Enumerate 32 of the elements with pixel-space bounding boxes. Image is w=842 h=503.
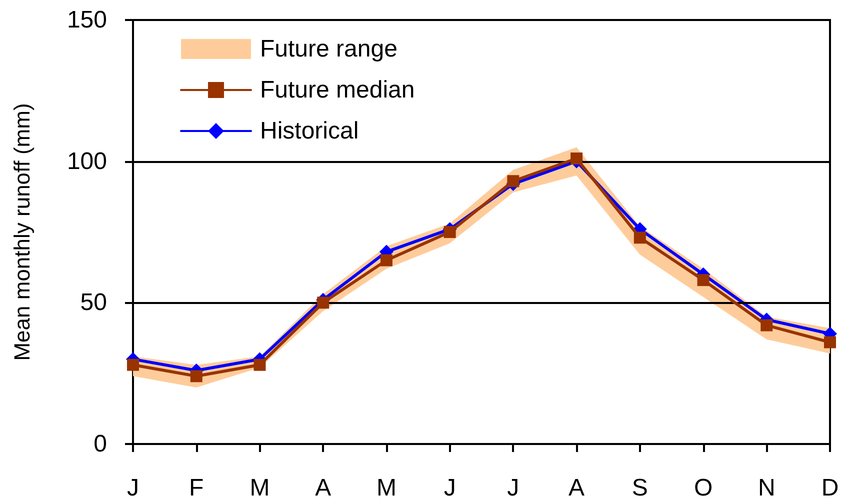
y-axis-title: Mean monthly runoff (mm) (10, 103, 34, 361)
x-tick-label: D (821, 474, 839, 502)
point (824, 336, 836, 348)
y-tick-label: 0 (94, 430, 107, 458)
x-tick-label: J (127, 474, 139, 502)
x-tick-label: F (189, 474, 204, 502)
point (444, 226, 456, 238)
point (127, 358, 139, 371)
point (507, 175, 520, 188)
y-tick-label: 50 (80, 289, 107, 316)
point (254, 358, 266, 371)
x-tick-label: J (507, 474, 520, 502)
x-tick-label: A (568, 474, 585, 502)
x-tick-label: S (632, 474, 648, 502)
legend-label: Historical (260, 118, 359, 144)
point (634, 232, 646, 244)
legend-label: Future median (260, 76, 415, 104)
point (570, 152, 583, 165)
point (697, 274, 710, 286)
x-tick-label: M (250, 474, 270, 502)
x-tick-label: A (315, 474, 332, 502)
x-tick-label: N (758, 474, 776, 502)
point (190, 370, 202, 382)
legend-label: Future range (260, 36, 398, 62)
x-tick-label: M (376, 474, 396, 502)
point (760, 319, 773, 332)
x-tick-label: O (694, 474, 713, 502)
x-tick-label: J (444, 474, 456, 502)
y-tick-label: 150 (66, 6, 107, 34)
y-tick-label: 100 (66, 148, 107, 175)
point (317, 296, 330, 309)
point (380, 254, 392, 266)
